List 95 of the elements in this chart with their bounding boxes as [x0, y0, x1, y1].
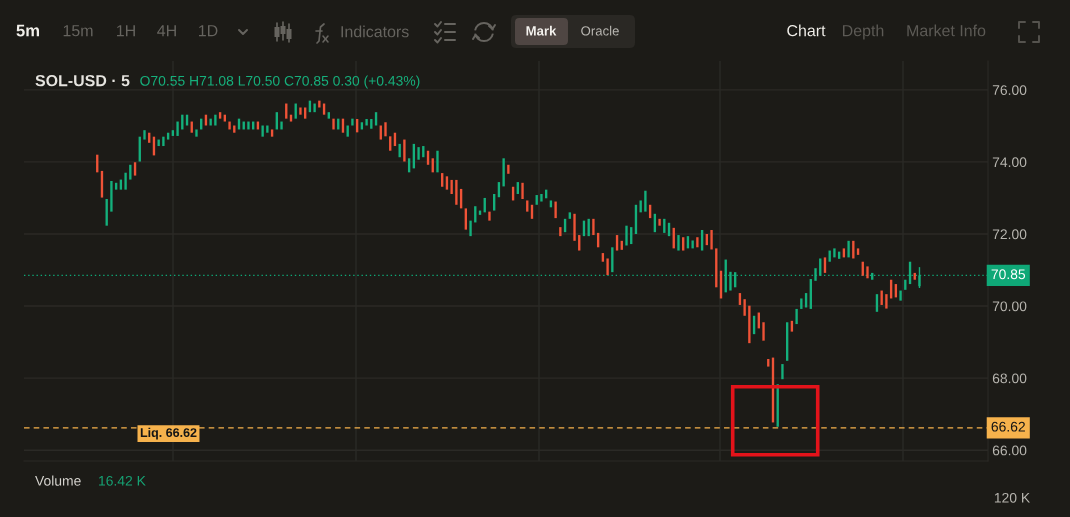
text: Depth — [843, 24, 884, 40]
text: Market Info — [907, 24, 986, 37]
candlestick — [866, 266, 869, 279]
ref-line-label: 66.62 — [991, 421, 1025, 432]
candlestick — [157, 139, 160, 147]
candlestick — [762, 322, 765, 341]
candlestick — [403, 139, 406, 162]
candlestick — [639, 200, 642, 213]
y-tick-label: 72.00 — [992, 229, 1027, 240]
candlestick — [303, 107, 307, 119]
candlestick — [365, 119, 368, 126]
candlestick — [644, 190, 647, 212]
y-tick-label: 70.00 — [992, 301, 1027, 312]
candlestick — [384, 122, 387, 137]
candlestick — [351, 118, 354, 126]
candlestick — [162, 136, 165, 147]
text: Chart — [787, 24, 826, 37]
candlestick — [611, 247, 614, 273]
candlestick — [568, 212, 571, 219]
candlestick — [573, 213, 576, 241]
text: Indicators — [341, 25, 409, 38]
candlestick — [502, 158, 505, 187]
candlestick — [228, 121, 231, 130]
candlestick — [601, 253, 605, 262]
candlestick — [507, 164, 510, 174]
candlestick — [450, 179, 453, 194]
text: Volume — [35, 475, 81, 486]
candlestick — [795, 308, 798, 325]
candlestick — [800, 298, 803, 309]
candlestick — [606, 258, 609, 276]
candlestick — [526, 200, 529, 212]
text: 5m — [16, 24, 40, 37]
text: Mark — [526, 25, 557, 36]
candlestick — [554, 201, 557, 219]
candlestick — [592, 218, 595, 236]
candlestick — [856, 248, 860, 255]
text: 15m — [63, 25, 93, 37]
candlestick — [299, 107, 302, 115]
candlestick — [195, 129, 198, 137]
candlestick — [143, 130, 146, 140]
candlestick — [214, 114, 217, 126]
candlestick — [677, 235, 680, 251]
candlestick — [247, 121, 250, 130]
candlestick — [398, 143, 401, 158]
candlestick — [318, 100, 321, 108]
candlestick — [743, 299, 746, 316]
candlestick — [261, 125, 264, 137]
candlestick — [540, 193, 543, 202]
y-tick-label: 68.00 — [992, 373, 1027, 384]
candlestick — [521, 182, 524, 200]
candlestick — [270, 129, 274, 137]
candlestick — [124, 172, 127, 190]
candlestick — [469, 220, 472, 237]
ref-line-label: 70.85 — [991, 269, 1026, 280]
candlestick — [176, 121, 179, 136]
candlestick — [899, 290, 902, 301]
candlestick — [129, 164, 132, 180]
annotation: Liq. 66.62 — [140, 427, 197, 440]
candlestick — [218, 112, 222, 119]
candlestick — [833, 248, 836, 258]
candlestick — [370, 119, 373, 129]
candlestick — [280, 121, 283, 130]
text: 1H — [117, 25, 135, 37]
candlestick — [417, 147, 420, 160]
candlestick — [852, 240, 855, 259]
candlestick — [488, 211, 491, 221]
text: Oracle — [581, 25, 619, 36]
candlestick — [436, 150, 439, 173]
candlestick — [691, 240, 694, 249]
candlestick — [455, 179, 458, 205]
text: 1D — [199, 25, 218, 37]
candlestick — [748, 305, 751, 344]
candlestick — [658, 218, 661, 226]
y-tick-label: 66.00 — [992, 445, 1027, 456]
candlestick — [885, 294, 888, 309]
candlestick — [313, 103, 316, 113]
candlestick — [781, 364, 784, 380]
candlestick — [327, 112, 330, 119]
candlestick — [696, 237, 699, 248]
text: 4H — [157, 25, 176, 37]
candlestick — [710, 230, 713, 250]
candlestick — [209, 118, 212, 126]
y-tick-label: 76.00 — [992, 85, 1027, 95]
candlestick — [559, 227, 562, 237]
y-tick-label: 74.00 — [992, 157, 1027, 168]
candlestick — [110, 181, 113, 212]
candlestick — [266, 125, 269, 133]
text: 16.42 K — [99, 475, 146, 486]
text: 120 K — [994, 492, 1030, 503]
text: SOL-USD · 5 — [35, 74, 130, 87]
candlestick — [880, 290, 883, 305]
candlestick — [332, 118, 335, 130]
candlestick — [847, 240, 850, 258]
candlestick — [625, 225, 628, 246]
text: O70.55 H71.08 L70.50 C70.85 0.30 (+0.43%) — [140, 75, 420, 89]
